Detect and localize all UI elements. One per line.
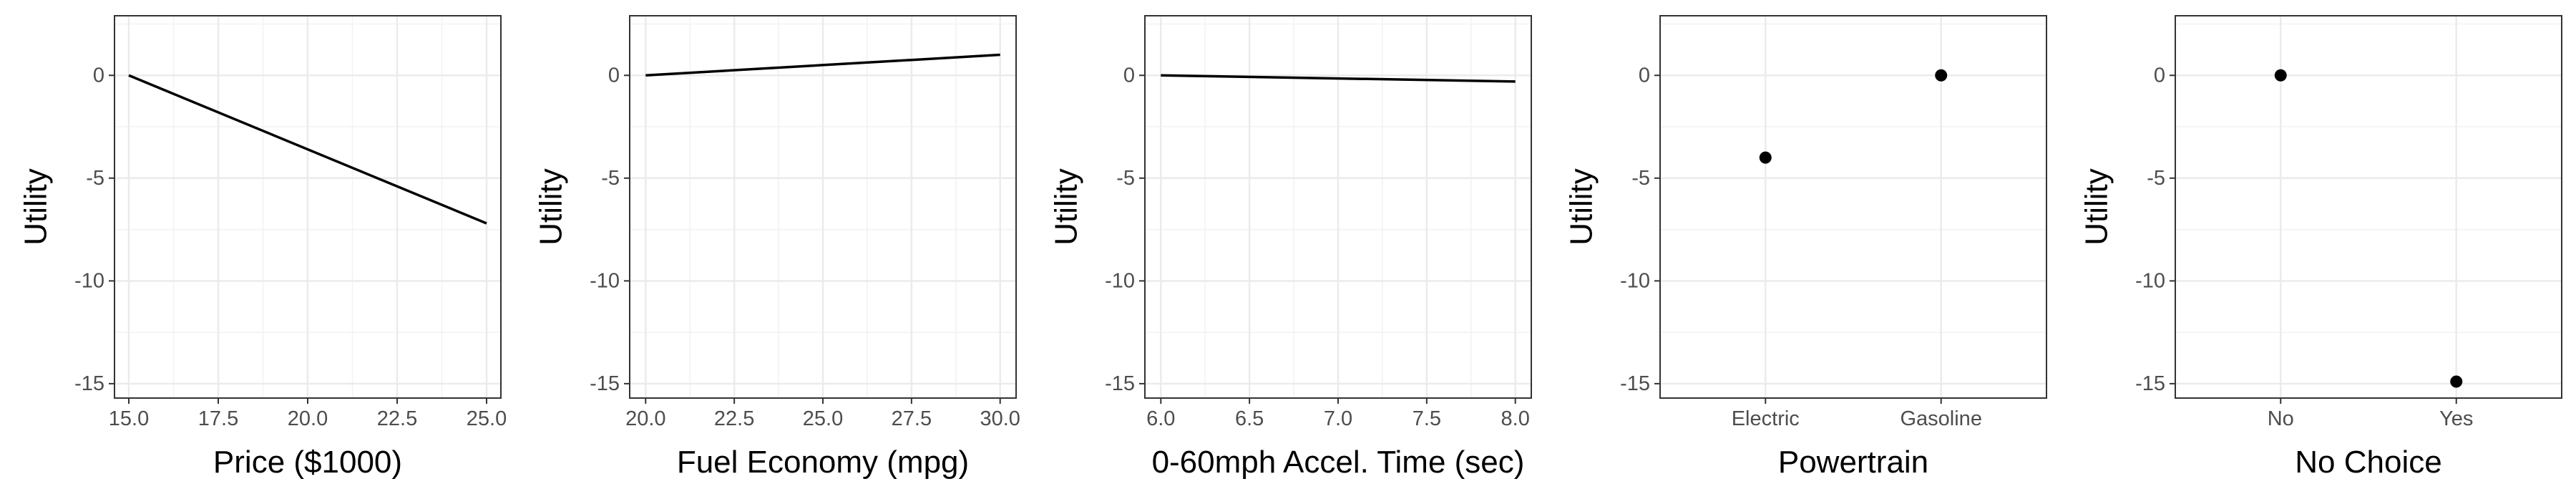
y-axis-title: Utility	[1564, 168, 1599, 246]
x-tick-label: 25.0	[803, 407, 843, 430]
y-tick-label: -5	[1116, 167, 1135, 190]
y-tick-label: 0	[2154, 64, 2165, 87]
y-tick-label: 0	[1123, 64, 1135, 87]
y-tick-label: -15	[74, 372, 104, 395]
x-axis-title: Fuel Economy (mpg)	[677, 445, 969, 480]
y-tick-label: -5	[601, 167, 620, 190]
y-axis-title: Utility	[19, 168, 54, 246]
x-tick-label: 22.5	[714, 407, 754, 430]
y-tick-label: -15	[590, 372, 620, 395]
data-point-yes	[2450, 375, 2463, 388]
x-axis-title: 0-60mph Accel. Time (sec)	[1152, 445, 1525, 480]
y-axis-title: Utility	[534, 168, 569, 246]
chart-panel-4: 0 -5 -10 -15 Electric Gasoline Powertrain Utili…	[1564, 15, 2047, 480]
series-line	[645, 53, 1000, 77]
y-tick-label: 0	[608, 64, 620, 87]
x-tick-label: 7.5	[1413, 407, 1441, 430]
chart-panel-5: 0 -5 -10 -15 No Yes No Choice Utility	[2079, 15, 2562, 480]
y-tick-label: -10	[590, 269, 620, 292]
data-point-gasoline	[1935, 69, 1948, 82]
y-tick-label: -15	[2135, 372, 2165, 395]
y-tick-label: -15	[1105, 372, 1135, 395]
y-tick-label: -10	[2135, 269, 2165, 292]
y-tick-label: -5	[2147, 167, 2165, 190]
chart-panel-3: 0 -5 -10 -15 6.0 6.5 7.0 7.5 8.0 0-60mph Accel. T…	[1049, 15, 1532, 480]
x-tick-label: 27.5	[892, 407, 932, 430]
y-axis-title: Utility	[2079, 168, 2114, 246]
x-axis-title: Powertrain	[1778, 445, 1928, 480]
y-tick-label: -10	[74, 269, 104, 292]
panel-border	[1659, 15, 2047, 399]
y-tick-label: -5	[1631, 167, 1650, 190]
data-point-electric	[1759, 151, 1772, 164]
x-tick-label: 15.0	[109, 407, 149, 430]
y-tick-label: -5	[86, 167, 104, 190]
x-tick-label: 25.0	[467, 407, 507, 430]
panel-border	[2175, 15, 2562, 399]
x-tick-label: No	[2268, 407, 2294, 430]
x-tick-label: Yes	[2439, 407, 2473, 430]
series-line	[128, 74, 487, 225]
x-tick-label: 8.0	[1501, 407, 1530, 430]
x-tick-label: 6.5	[1235, 407, 1264, 430]
y-tick-label: 0	[1639, 64, 1650, 87]
x-tick-label: Electric	[1732, 407, 1800, 430]
x-tick-label: 6.0	[1146, 407, 1175, 430]
series-line	[1161, 74, 1516, 83]
x-axis-title: Price ($1000)	[213, 445, 402, 480]
data-point-no	[2274, 69, 2287, 82]
x-tick-label: 7.0	[1324, 407, 1352, 430]
y-tick-label: -15	[1620, 372, 1650, 395]
y-tick-label: 0	[93, 64, 104, 87]
x-tick-label: 17.5	[198, 407, 238, 430]
x-tick-label: 20.0	[288, 407, 328, 430]
x-axis-title: No Choice	[2295, 445, 2441, 480]
y-axis-title: Utility	[1049, 168, 1084, 246]
x-tick-label: 20.0	[625, 407, 665, 430]
x-tick-label: 22.5	[377, 407, 417, 430]
y-tick-label: -10	[1105, 269, 1135, 292]
x-tick-label: Gasoline	[1900, 407, 1981, 430]
x-tick-label: 30.0	[980, 407, 1020, 430]
y-tick-label: -10	[1620, 269, 1650, 292]
